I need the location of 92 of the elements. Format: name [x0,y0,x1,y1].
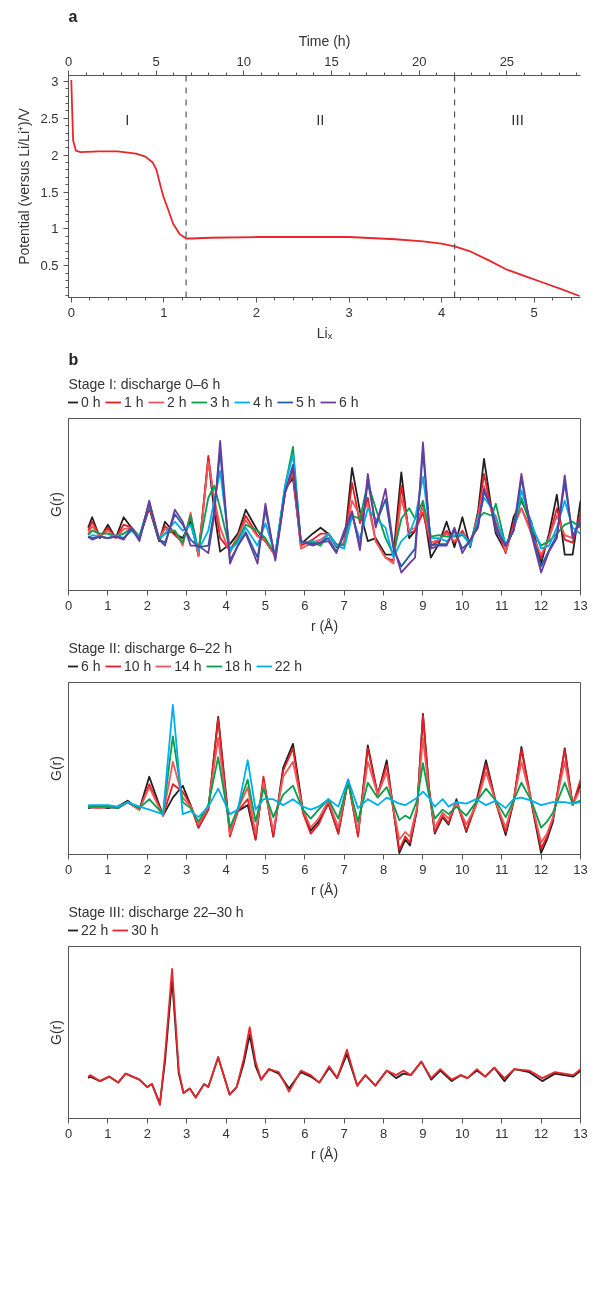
x-tick-label: 5 [261,861,270,877]
x2-tick-label: 15 [324,53,339,69]
annotation: I [125,111,130,129]
x2-tick-label: 20 [411,53,427,69]
x-tick-label: 12 [533,1125,549,1141]
x-tick-label: 3 [345,304,353,320]
y-tick-label: 3 [51,73,59,89]
x-tick-label: 3 [183,1125,191,1141]
text: a [68,7,78,25]
x-tick-label: 5 [530,304,538,320]
x-tick-label: 8 [379,597,388,613]
chart-title: Stage III: discharge 22–30 h [68,903,244,920]
legend-label: 22 h [274,658,302,674]
legend-label: 18 h [224,658,252,674]
legend-label: 1 h [124,394,144,410]
chart-title: Stage I: discharge 0–6 h [68,375,221,392]
x-axis-title: r (Å) [310,1145,339,1162]
x-tick-label: 1 [104,597,112,613]
annotation: III [511,111,524,129]
legend-label: 6 h [339,394,359,410]
y-axis-title: G(r) [47,492,64,517]
legend-label: 3 h [210,394,230,410]
legend-label: 14 h [174,658,202,674]
x-tick-label: 11 [494,1125,509,1141]
x-tick-label: 5 [261,1125,270,1141]
x-tick-label: 2 [143,861,151,877]
x-tick-label: 8 [379,1125,388,1141]
x-tick-label: 3 [183,861,191,877]
x-tick-label: 10 [455,1125,470,1141]
x-tick-label: 6 [301,597,309,613]
legend-label: 4 h [253,394,273,410]
x-tick-label: 0 [64,861,73,877]
line-series [70,79,581,297]
x-tick-label: 12 [533,861,549,877]
text: b [68,350,79,368]
x-tick-label: 2 [143,1125,151,1141]
x-tick-label: 2 [143,597,151,613]
x-tick-label: 7 [340,597,348,613]
x-tick-label: 7 [340,861,348,877]
x-tick-label: 1 [160,304,168,320]
x-tick-label: 3 [183,597,191,613]
legend-label: 6 h [81,658,101,674]
legend-label: 0 h [81,394,101,410]
x-tick-label: 5 [261,597,270,613]
y-axis-title: G(r) [47,756,64,781]
x-tick-label: 4 [222,597,230,613]
y-axis-title: Potential (versus Li/Li⁺)/V [16,107,33,265]
x2-tick-label: 25 [499,53,515,69]
x-tick-label: 13 [573,861,588,877]
y-tick-label: 1.5 [40,184,59,200]
y-tick-label: 2.5 [40,110,59,126]
x-tick-label: 7 [340,1125,348,1141]
x-tick-label: 10 [455,861,470,877]
x-tick-label: 11 [494,597,509,613]
x-tick-label: 9 [419,861,427,877]
x-tick-label: 0 [67,304,75,320]
x-tick-label: 1 [104,861,112,877]
x-tick-label: 4 [222,1125,230,1141]
x-tick-label: 11 [494,861,509,877]
x-tick-label: 6 [301,861,309,877]
annotation: II [316,111,325,129]
x-tick-label: 2 [252,304,261,320]
y-tick-label: 1 [51,221,59,237]
x2-tick-label: 0 [64,53,73,69]
x-axis-title: r (Å) [310,617,339,634]
legend-label: 10 h [124,658,152,674]
y-tick-label: 0.5 [40,258,59,274]
x-tick-label: 10 [455,597,470,613]
x-tick-label: 4 [222,861,230,877]
legend-label: 22 h [81,922,109,938]
x2-tick-label: 5 [152,53,160,69]
x-tick-label: 6 [301,1125,309,1141]
y-tick-label: 2 [51,147,59,163]
y-axis-title: G(r) [47,1020,64,1045]
chart-title: Stage II: discharge 6–22 h [68,639,232,656]
x-tick-label: 4 [438,304,446,320]
x-tick-label: 13 [573,597,588,613]
x-tick-label: 1 [104,1125,112,1141]
x-axis-title: Liₓ [316,324,333,341]
x-tick-label: 9 [419,597,427,613]
x2-tick-label: 10 [236,53,252,69]
x-tick-label: 9 [419,1125,427,1141]
x-tick-label: 8 [379,861,388,877]
x2-axis-title: Time (h) [298,32,351,49]
x-tick-label: 0 [64,597,73,613]
x-axis-title: r (Å) [310,881,339,898]
x-tick-label: 0 [64,1125,73,1141]
legend-label: 5 h [296,394,316,410]
x-tick-label: 13 [573,1125,588,1141]
legend-label: 2 h [167,394,187,410]
x-tick-label: 12 [533,597,549,613]
legend-label: 30 h [131,922,159,938]
